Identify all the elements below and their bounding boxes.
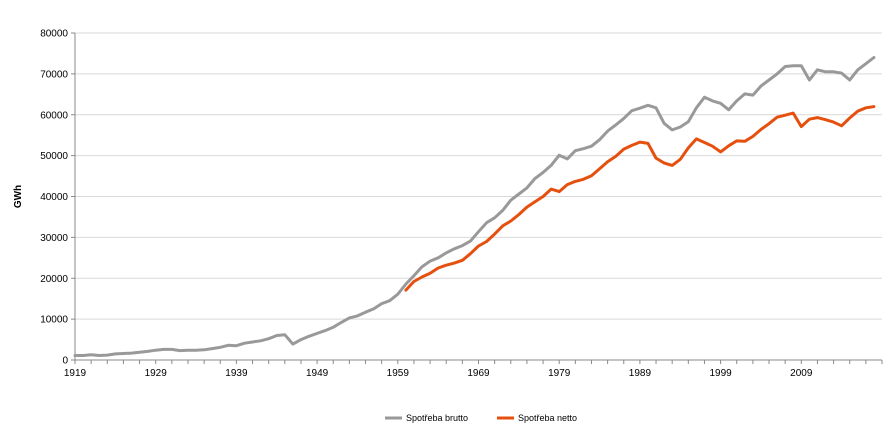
y-tick-label: 20000 bbox=[40, 274, 68, 285]
legend: Spotřeba brutto Spotřeba netto bbox=[385, 413, 577, 423]
x-tick-label: 1979 bbox=[548, 368, 571, 379]
y-tick-label: 50000 bbox=[40, 151, 68, 162]
gridlines bbox=[75, 32, 882, 320]
legend-label-1: Spotřeba netto bbox=[518, 413, 577, 423]
x-tick-label: 1949 bbox=[306, 368, 329, 379]
series-line-0 bbox=[73, 56, 876, 357]
x-tick-label: 1969 bbox=[467, 368, 490, 379]
y-axis-title: GWh bbox=[13, 185, 24, 208]
x-tick-label: 1929 bbox=[145, 368, 168, 379]
y-tick-label: 80000 bbox=[40, 29, 68, 40]
x-tick-label: 1999 bbox=[709, 368, 732, 379]
series-line-1 bbox=[404, 105, 876, 292]
y-tick-label: 40000 bbox=[40, 192, 68, 203]
x-tick-label: 1959 bbox=[387, 368, 410, 379]
y-tick-label: 30000 bbox=[40, 233, 68, 244]
y-tick-label: 60000 bbox=[40, 110, 68, 121]
y-tick-label: 0 bbox=[62, 356, 68, 367]
y-axis: 0 10000 20000 30000 40000 50000 60000 70000 8000… bbox=[40, 29, 76, 367]
x-tick-label: 1939 bbox=[225, 368, 248, 379]
legend-label-0: Spotřeba brutto bbox=[406, 413, 468, 423]
y-tick-label: 70000 bbox=[40, 69, 68, 80]
y-tick-label: 10000 bbox=[40, 315, 68, 326]
x-axis: 1919 1929 1939 1949 1959 1969 1979 1989 1999 2009 bbox=[64, 359, 883, 379]
x-tick-label: 2009 bbox=[790, 368, 813, 379]
x-tick-label: 1989 bbox=[629, 368, 652, 379]
series-lines bbox=[73, 56, 876, 357]
x-tick-label: 1919 bbox=[64, 368, 87, 379]
